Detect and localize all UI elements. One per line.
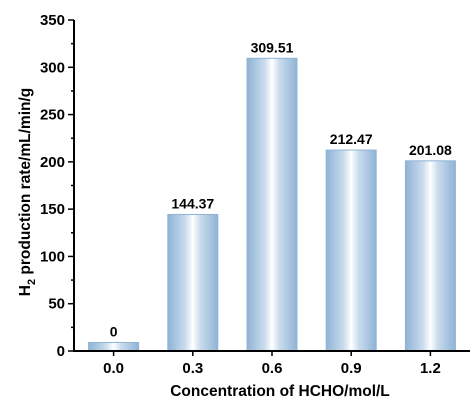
y-tick-label-100: 100 [40, 248, 65, 265]
y-tick-label-0: 0 [57, 343, 65, 360]
y-axis-title-prefix: H [17, 285, 34, 296]
y-axis-title: H2 production rate/mL/min/g [17, 88, 38, 297]
bar-0.9 [325, 149, 377, 352]
data-label-0.0: 0 [110, 323, 118, 339]
bars-group [88, 57, 456, 352]
y-tick-label-50: 50 [48, 296, 65, 313]
data-labels-group: 0 144.37 309.51 212.47 201.08 [110, 39, 452, 339]
y-tick-label-300: 300 [40, 59, 65, 76]
data-label-1.2: 201.08 [409, 142, 452, 158]
x-tick-label-1.2: 1.2 [420, 360, 441, 377]
y-tick-label-200: 200 [40, 154, 65, 171]
bar-1.2 [404, 160, 456, 352]
y-tick-label-250: 250 [40, 107, 65, 124]
data-label-0.6: 309.51 [251, 39, 294, 55]
x-tick-label-0.9: 0.9 [341, 360, 362, 377]
data-label-0.9: 212.47 [330, 131, 373, 147]
bar-0.6 [246, 57, 298, 352]
y-axis-title-subscript: 2 [26, 279, 38, 285]
x-tick-label-0.3: 0.3 [182, 360, 203, 377]
x-axis-title: Concentration of HCHO/mol/L [170, 383, 390, 400]
bar-0.3 [167, 213, 219, 352]
bar-0.0 [88, 341, 140, 352]
x-tick-label-0.0: 0.0 [103, 360, 124, 377]
axes-group: 0 50 100 150 200 250 300 350 0.0 0.3 0.6 0.9 1.2 [40, 12, 470, 377]
y-tick-label-150: 150 [40, 201, 65, 218]
x-tick-label-0.6: 0.6 [262, 360, 283, 377]
y-axis-title-suffix: production rate/mL/min/g [17, 88, 34, 279]
y-tick-label-350: 350 [40, 12, 65, 29]
data-label-0.3: 144.37 [171, 195, 214, 211]
